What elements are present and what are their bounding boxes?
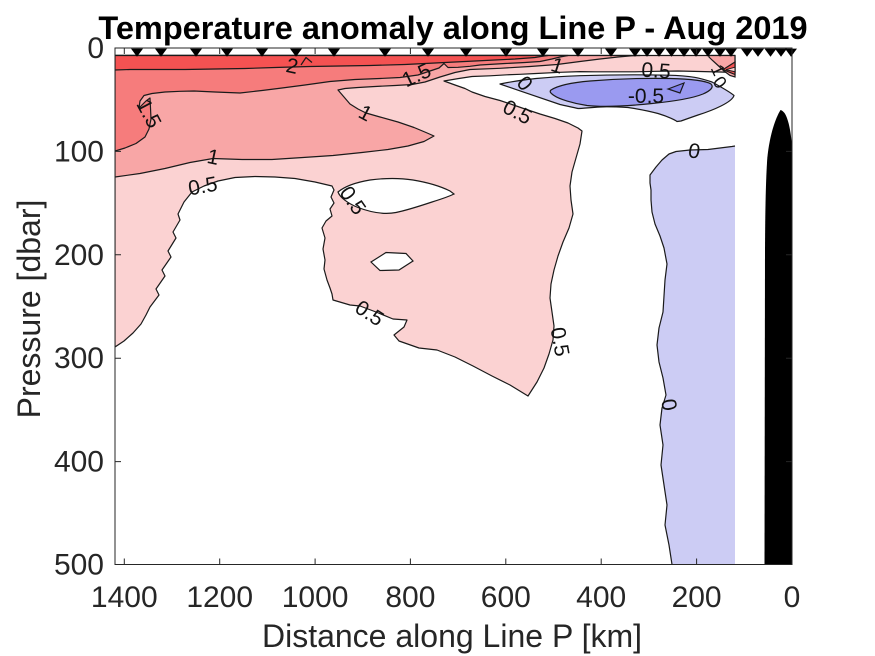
svg-text:-0.5: -0.5 xyxy=(628,85,664,108)
svg-text:200: 200 xyxy=(672,581,722,614)
svg-text:2: 2 xyxy=(284,54,300,79)
svg-text:0: 0 xyxy=(686,139,702,164)
svg-text:Pressure [dbar]: Pressure [dbar] xyxy=(11,200,47,419)
svg-text:Distance along Line P [km]: Distance along Line P [km] xyxy=(262,618,642,654)
svg-text:0.5: 0.5 xyxy=(546,326,574,359)
svg-text:0: 0 xyxy=(784,581,801,614)
svg-text:400: 400 xyxy=(54,446,104,479)
svg-text:1000: 1000 xyxy=(282,581,349,614)
svg-text:Temperature anomaly along Line: Temperature anomaly along Line P - Aug 2… xyxy=(98,10,807,46)
svg-text:100: 100 xyxy=(54,135,104,168)
svg-text:0.5: 0.5 xyxy=(641,59,672,84)
svg-text:0: 0 xyxy=(87,32,104,65)
svg-text:300: 300 xyxy=(54,342,104,375)
svg-text:800: 800 xyxy=(385,581,435,614)
svg-text:600: 600 xyxy=(481,581,531,614)
svg-text:500: 500 xyxy=(54,549,104,582)
svg-text:1200: 1200 xyxy=(186,581,253,614)
svg-text:1400: 1400 xyxy=(91,581,158,614)
svg-text:0: 0 xyxy=(656,397,681,413)
svg-text:200: 200 xyxy=(54,239,104,272)
svg-text:0.5: 0.5 xyxy=(187,173,220,201)
svg-text:1: 1 xyxy=(205,145,221,170)
svg-text:400: 400 xyxy=(576,581,626,614)
